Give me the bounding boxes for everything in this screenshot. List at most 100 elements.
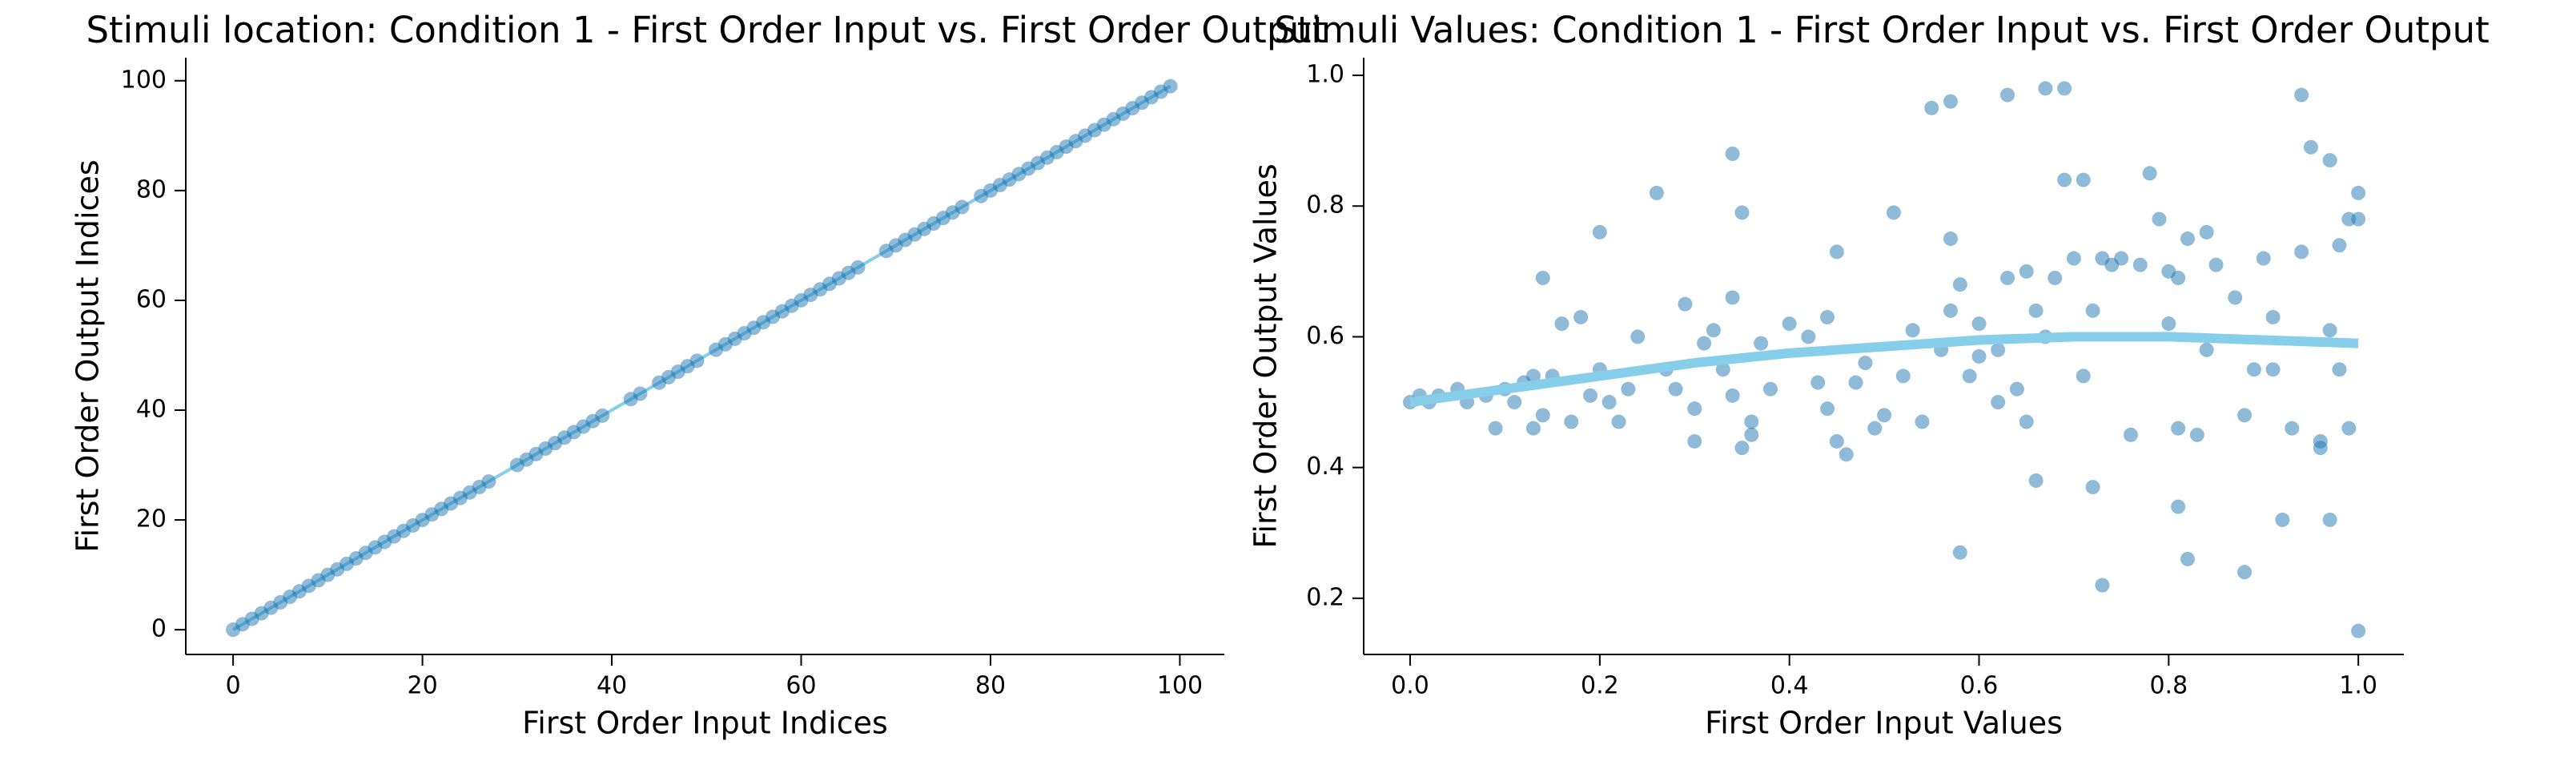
point xyxy=(1573,309,1589,324)
point xyxy=(1801,329,1816,344)
point xyxy=(1810,375,1826,390)
point xyxy=(2085,303,2100,318)
point xyxy=(2237,408,2252,423)
chart-title: Stimuli location: Condition 1 - First Or… xyxy=(86,9,1326,51)
point xyxy=(1943,94,1958,109)
point xyxy=(954,199,970,215)
y-tick-label: 1.0 xyxy=(1306,61,1344,89)
point xyxy=(2303,139,2318,155)
point xyxy=(2265,362,2281,377)
point xyxy=(1971,348,1987,364)
point xyxy=(1858,356,1873,371)
x-tick-label: 0.2 xyxy=(1581,672,1619,700)
point xyxy=(2275,512,2290,527)
x-tick-label: 1.0 xyxy=(2339,672,2377,700)
point xyxy=(1163,79,1178,94)
point xyxy=(2189,427,2204,442)
x-tick-label: 100 xyxy=(1157,672,1203,700)
point xyxy=(1877,408,1892,423)
point xyxy=(1734,205,1750,220)
point xyxy=(2095,578,2110,593)
point xyxy=(2322,323,2337,338)
point xyxy=(1895,368,1911,384)
point xyxy=(1687,401,1702,417)
point xyxy=(1952,277,1967,292)
point xyxy=(1754,336,1769,351)
point xyxy=(2256,251,2271,266)
point xyxy=(2000,270,2015,285)
point xyxy=(1924,100,1939,115)
x-tick-label: 20 xyxy=(407,672,437,700)
point xyxy=(1829,433,1844,449)
point xyxy=(2038,81,2053,96)
point xyxy=(2313,441,2328,456)
point xyxy=(2294,87,2309,103)
y-axis-label: First Order Output Values xyxy=(1248,163,1284,548)
x-tick-label: 0.8 xyxy=(2149,672,2188,700)
point xyxy=(2180,551,2196,566)
point xyxy=(1649,185,1664,200)
point xyxy=(1744,414,1759,429)
point xyxy=(2171,499,2186,514)
point xyxy=(1991,342,2006,357)
y-tick-label: 0 xyxy=(151,615,167,643)
point xyxy=(2246,362,2261,377)
point xyxy=(1734,441,1750,456)
point xyxy=(1943,303,1958,318)
point xyxy=(1535,270,1550,285)
point xyxy=(2265,309,2281,324)
point xyxy=(2161,316,2176,332)
point xyxy=(2085,480,2100,495)
y-tick-label: 80 xyxy=(136,175,167,203)
point xyxy=(2019,414,2034,429)
point xyxy=(1678,296,1693,312)
point xyxy=(2332,362,2347,377)
point xyxy=(1762,381,1778,397)
point xyxy=(1915,414,1930,429)
point xyxy=(1583,388,1598,403)
point xyxy=(1554,316,1569,332)
point xyxy=(1621,381,1636,397)
point xyxy=(481,474,496,489)
point xyxy=(2132,257,2148,272)
point xyxy=(2114,251,2129,266)
point xyxy=(1630,329,1646,344)
point xyxy=(1611,414,1626,429)
point xyxy=(1971,316,1987,332)
point xyxy=(2199,342,2214,357)
point xyxy=(2152,211,2167,227)
point xyxy=(850,260,866,275)
y-tick-label: 0.2 xyxy=(1306,583,1344,611)
point xyxy=(2228,290,2243,305)
point xyxy=(1744,427,1759,442)
point xyxy=(1535,408,1550,423)
point xyxy=(1507,395,1522,410)
point xyxy=(1525,421,1541,436)
point xyxy=(2000,87,2015,103)
x-axis-label: First Order Input Values xyxy=(1705,706,2063,741)
point xyxy=(689,353,705,368)
point xyxy=(2322,153,2337,168)
point xyxy=(1943,232,1958,247)
x-tick-label: 0.4 xyxy=(1770,672,1809,700)
point xyxy=(633,386,648,401)
y-tick-label: 60 xyxy=(136,285,167,313)
point xyxy=(1725,146,1740,161)
point xyxy=(1820,401,1835,417)
point xyxy=(2171,421,2186,436)
point xyxy=(1725,388,1740,403)
point xyxy=(2028,473,2044,488)
y-tick-label: 20 xyxy=(136,505,167,534)
point xyxy=(2076,368,2091,384)
point xyxy=(1782,316,1797,332)
point xyxy=(2142,166,2157,181)
y-tick-label: 40 xyxy=(136,396,167,424)
point xyxy=(1715,362,1730,377)
point xyxy=(2066,251,2081,266)
point xyxy=(1697,336,1712,351)
point xyxy=(2171,270,2186,285)
x-tick-label: 60 xyxy=(786,672,816,700)
y-axis-label: First Order Output Indices xyxy=(70,159,106,552)
